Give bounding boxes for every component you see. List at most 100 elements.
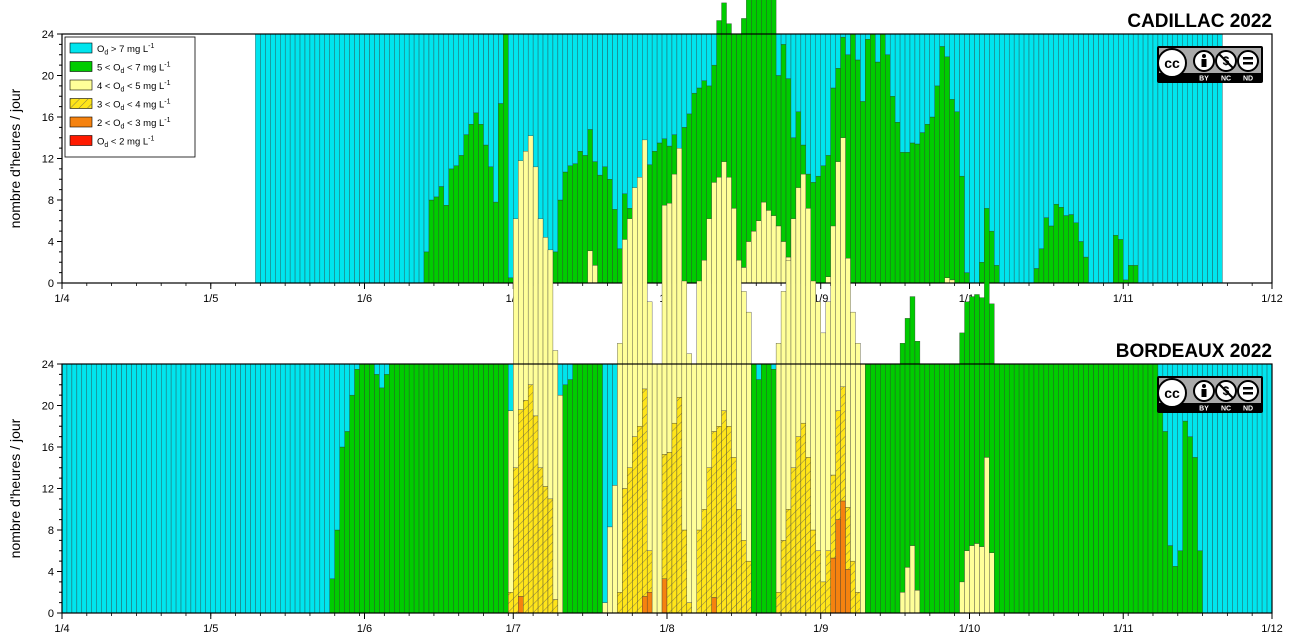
bar-5-7 xyxy=(582,155,588,284)
bar-hatch xyxy=(805,457,811,614)
legend-entry: 5 < Od < 7 mg L-1 xyxy=(97,62,171,76)
bar-5-7 xyxy=(949,363,955,614)
bars xyxy=(255,0,1223,284)
bar-5-7 xyxy=(761,363,767,614)
bar-4-5 xyxy=(805,208,811,458)
bar-4-5 xyxy=(612,485,618,614)
bar-5-7 xyxy=(567,165,573,284)
bar->7 xyxy=(770,363,777,370)
bar->7 xyxy=(250,363,256,614)
bar-4-5 xyxy=(974,543,980,614)
bar-4-5 xyxy=(860,363,866,614)
bar->7 xyxy=(349,363,355,396)
bar->7 xyxy=(344,363,350,432)
cc-tag-nd: ND xyxy=(1243,406,1253,413)
bar->7 xyxy=(666,33,673,147)
bar-5-7 xyxy=(989,230,995,284)
bar-5-7 xyxy=(1182,420,1188,614)
bar-4-5 xyxy=(914,589,921,614)
nd-bar-top xyxy=(1243,57,1253,60)
bar-5-7 xyxy=(1093,363,1099,614)
bar-5-7 xyxy=(448,168,454,284)
bar->7 xyxy=(632,33,638,200)
bar->7 xyxy=(379,363,385,389)
bar->7 xyxy=(1088,33,1094,284)
bar-5-7 xyxy=(339,446,345,614)
bar->7 xyxy=(379,33,385,284)
cc-tag-nd: ND xyxy=(1243,76,1253,83)
bar-4-5 xyxy=(820,332,826,583)
bar-4-5 xyxy=(557,394,564,614)
bar-5-7 xyxy=(904,318,911,568)
bar->7 xyxy=(964,33,970,273)
bar-5-7 xyxy=(1078,363,1084,614)
bar-5-7 xyxy=(929,363,935,614)
bar->7 xyxy=(607,33,613,180)
bar-hatch xyxy=(696,530,702,613)
legend-swatch xyxy=(69,135,93,146)
bar->7 xyxy=(185,363,192,614)
bar-5-7 xyxy=(880,33,886,284)
bar-5-7 xyxy=(681,127,688,284)
bar-5-7 xyxy=(438,363,445,614)
bar->7 xyxy=(865,33,871,40)
bar-4-5 xyxy=(959,581,965,614)
bar->7 xyxy=(1108,33,1114,284)
bar-5-7 xyxy=(1043,363,1050,614)
bar->7 xyxy=(612,33,618,210)
bar->7 xyxy=(617,33,623,249)
bar-5-7 xyxy=(756,379,762,614)
bar-5-7 xyxy=(939,363,945,614)
bar-5-7 xyxy=(1058,207,1064,284)
bar-5-7 xyxy=(865,363,871,614)
bar-5-7 xyxy=(1004,363,1010,614)
bar-5-7 xyxy=(344,431,350,614)
y-tick-label: 20 xyxy=(42,401,54,413)
bar->7 xyxy=(696,33,702,89)
bar-hatch xyxy=(706,467,712,613)
cc-tag-nc: NC xyxy=(1221,406,1231,413)
bar->7 xyxy=(711,33,717,66)
bar-5-7 xyxy=(1098,363,1104,614)
legend-entry: 4 < Od < 5 mg L-1 xyxy=(97,80,171,94)
bar-5-7 xyxy=(696,87,702,284)
bar-hatch xyxy=(671,423,677,613)
bar-2-3 xyxy=(840,500,846,614)
bar-5-7 xyxy=(825,155,831,277)
bar-5-7 xyxy=(646,164,653,284)
bar-5-7 xyxy=(780,44,787,242)
bar-4-5 xyxy=(661,205,668,455)
bar-4-5 xyxy=(726,177,732,427)
bar->7 xyxy=(423,33,430,253)
bar->7 xyxy=(508,33,514,278)
bar->7 xyxy=(557,33,564,201)
y-tick-label: 16 xyxy=(42,112,54,124)
bar-4-5 xyxy=(701,260,707,510)
bar-5-7 xyxy=(552,251,559,284)
legend-swatch xyxy=(69,116,93,128)
bar->7 xyxy=(483,33,489,146)
bar-4-5 xyxy=(909,545,916,614)
bar-5-7 xyxy=(384,374,390,614)
bar->7 xyxy=(984,33,990,237)
bar->7 xyxy=(567,33,573,166)
bar-5-7 xyxy=(865,39,871,284)
bar-5-7 xyxy=(850,33,856,284)
bar-5-7 xyxy=(572,163,578,284)
bar-hatch xyxy=(731,457,737,614)
bar-5-7 xyxy=(428,199,435,284)
bar-5-7 xyxy=(577,151,583,284)
x-tick-label: 1/11 xyxy=(1113,293,1134,305)
bar-4-5 xyxy=(780,241,787,284)
nc-slash xyxy=(1218,383,1234,399)
y-axis: 0 4 8 12 16 20 24 xyxy=(42,359,62,620)
bar-5-7 xyxy=(885,54,891,284)
bar->7 xyxy=(1093,33,1099,284)
bar->7 xyxy=(602,33,608,167)
bar->7 xyxy=(413,33,420,284)
bar-5-7 xyxy=(1028,363,1035,614)
cc-tag-nc: NC xyxy=(1221,76,1231,83)
cc-glyph: cc xyxy=(1164,385,1180,401)
bar-4-5 xyxy=(746,241,752,284)
by-body xyxy=(1201,59,1207,67)
